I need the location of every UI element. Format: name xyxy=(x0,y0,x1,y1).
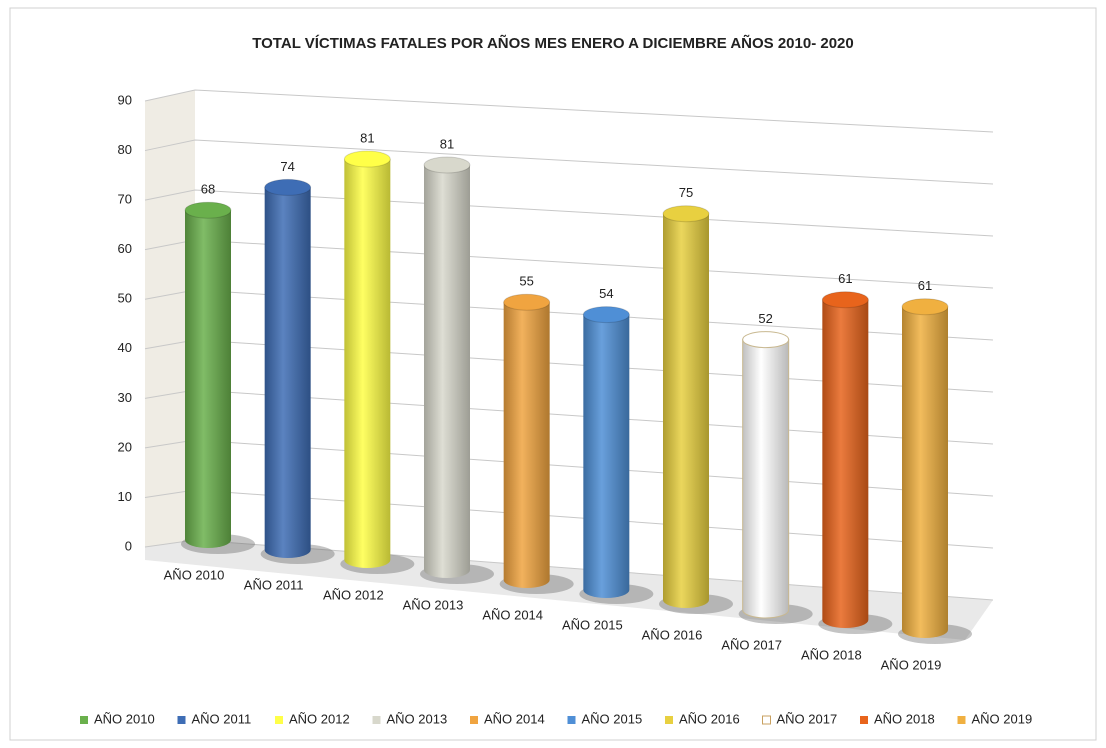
legend-swatch xyxy=(762,715,771,725)
value-label: 52 xyxy=(758,311,772,326)
value-label: 81 xyxy=(360,130,374,145)
y-tick-label: 0 xyxy=(125,538,132,553)
legend-swatch xyxy=(665,716,673,724)
bar xyxy=(902,306,948,638)
legend-swatch xyxy=(177,716,186,724)
legend-label: AÑO 2018 xyxy=(874,711,935,726)
value-label: 54 xyxy=(599,286,613,301)
x-tick-label: AÑO 2018 xyxy=(801,647,862,662)
bar xyxy=(583,314,630,598)
legend-swatch xyxy=(372,716,381,724)
x-tick-label: AÑO 2013 xyxy=(403,597,464,612)
bar xyxy=(344,159,391,569)
legend-swatch xyxy=(470,716,478,724)
bar-cap xyxy=(821,291,869,309)
legend-label: AÑO 2011 xyxy=(192,711,252,726)
value-label: 55 xyxy=(519,274,533,289)
bar-cap xyxy=(423,156,471,174)
y-tick-label: 80 xyxy=(118,142,132,157)
bar-cap xyxy=(901,298,949,316)
bar-cap xyxy=(184,201,232,219)
x-tick-label: AÑO 2011 xyxy=(244,577,304,592)
y-tick-label: 50 xyxy=(118,291,132,306)
bar-cap xyxy=(343,150,391,168)
value-label: 74 xyxy=(280,159,294,174)
grid-line xyxy=(144,89,994,133)
legend-swatch xyxy=(860,716,868,724)
bar-cap xyxy=(503,293,551,311)
legend-swatch xyxy=(957,716,966,724)
legend-label: AÑO 2015 xyxy=(582,711,643,726)
bar xyxy=(503,302,550,588)
y-tick-label: 30 xyxy=(118,390,132,405)
side-wall xyxy=(145,90,195,547)
legend-swatch xyxy=(80,716,88,724)
value-label: 68 xyxy=(201,182,215,197)
y-tick-label: 20 xyxy=(118,439,132,454)
x-tick-label: AÑO 2019 xyxy=(881,657,942,672)
grid-line xyxy=(144,139,994,185)
legend-label: AÑO 2012 xyxy=(289,711,350,726)
grid-line xyxy=(144,189,994,237)
legend-label: AÑO 2010 xyxy=(94,711,155,726)
value-label: 75 xyxy=(679,185,693,200)
bar-cap xyxy=(662,205,710,223)
bar xyxy=(663,213,709,608)
legend-label: AÑO 2013 xyxy=(387,711,448,726)
legend-label: AÑO 2019 xyxy=(972,711,1033,726)
y-tick-label: 60 xyxy=(118,241,132,256)
y-tick-label: 70 xyxy=(118,192,132,207)
x-tick-label: AÑO 2015 xyxy=(562,617,623,632)
bar-cap xyxy=(582,306,630,324)
value-label: 61 xyxy=(838,271,852,286)
bar xyxy=(264,187,311,558)
legend-label: AÑO 2017 xyxy=(777,711,838,726)
x-tick-label: AÑO 2017 xyxy=(721,637,782,652)
legend-label: AÑO 2016 xyxy=(679,711,740,726)
y-tick-label: 40 xyxy=(118,340,132,355)
value-label: 61 xyxy=(918,278,932,293)
bar xyxy=(742,339,790,619)
legend-swatch xyxy=(275,716,283,724)
x-tick-label: AÑO 2014 xyxy=(482,607,543,622)
legend-label: AÑO 2014 xyxy=(484,711,545,726)
x-tick-label: AÑO 2012 xyxy=(323,587,384,602)
value-label: 81 xyxy=(440,136,454,151)
chart-frame xyxy=(9,7,1097,741)
y-tick-label: 90 xyxy=(118,92,132,107)
x-tick-label: AÑO 2016 xyxy=(642,627,703,642)
chart-title: TOTAL VÍCTIMAS FATALES POR AÑOS MES ENER… xyxy=(252,34,854,52)
bar xyxy=(424,165,470,578)
x-tick-label: AÑO 2010 xyxy=(164,567,225,582)
bar xyxy=(185,210,231,548)
bar-cap xyxy=(742,331,790,349)
bar-cap xyxy=(264,178,312,196)
legend-swatch xyxy=(567,716,576,724)
y-tick-label: 10 xyxy=(118,489,132,504)
bar xyxy=(822,299,869,628)
